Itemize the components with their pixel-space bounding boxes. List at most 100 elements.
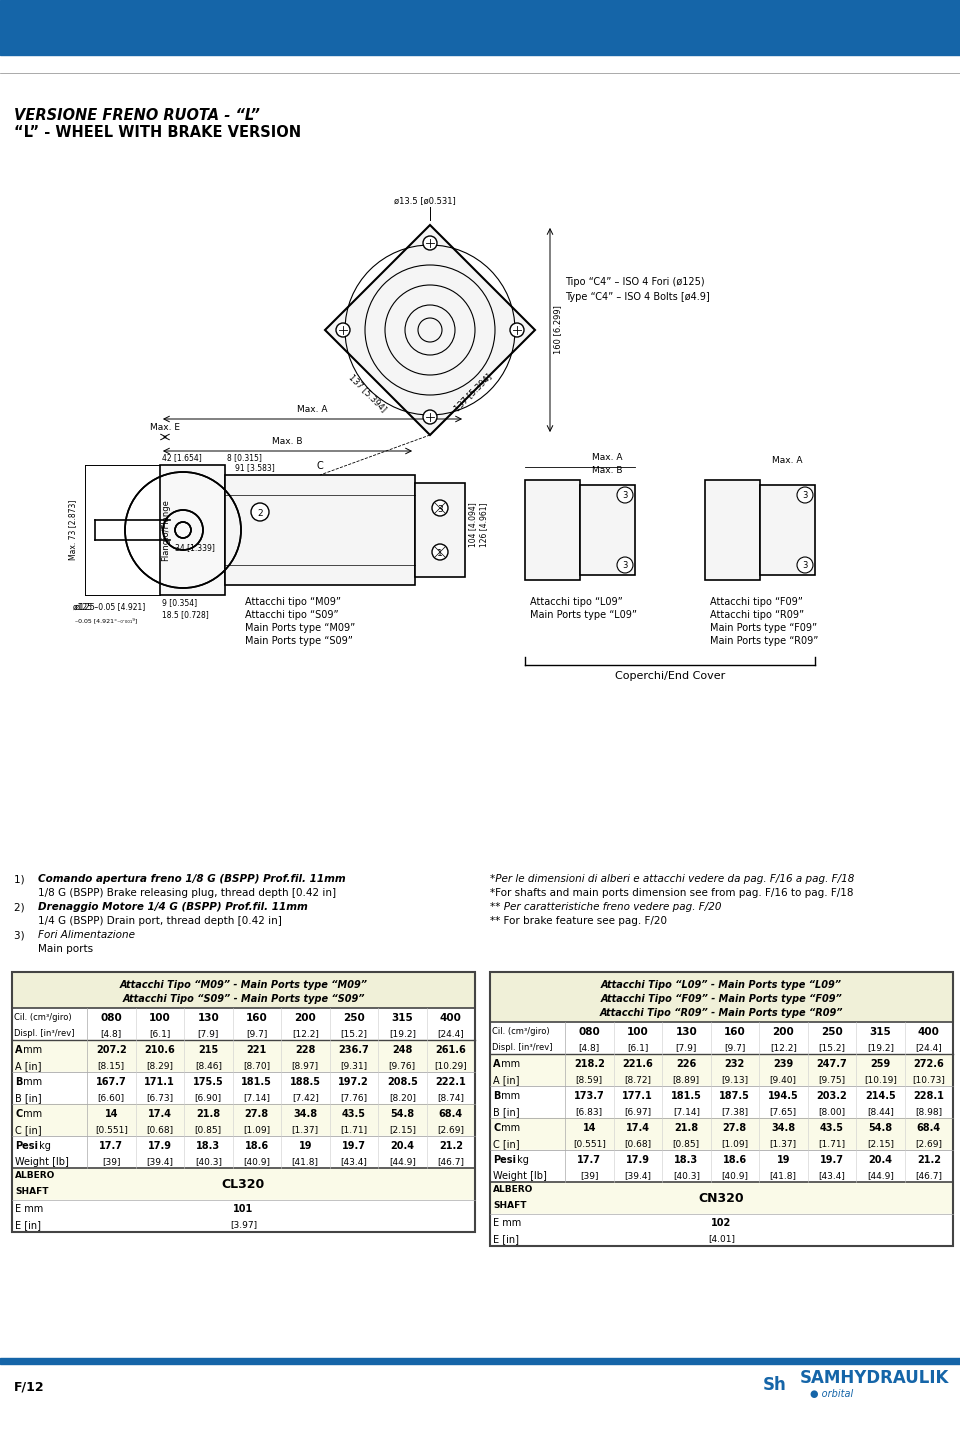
Bar — [12, 1136, 475, 1167]
Text: 21.8: 21.8 — [674, 1123, 698, 1133]
Text: 19: 19 — [777, 1155, 790, 1165]
Text: Displ. [in³/rev]: Displ. [in³/rev] — [492, 1043, 553, 1053]
Text: [7.9]: [7.9] — [198, 1030, 219, 1038]
Bar — [490, 1022, 953, 1054]
Text: 3: 3 — [803, 491, 807, 501]
Text: [8.15]: [8.15] — [98, 1061, 125, 1070]
Text: 200: 200 — [773, 1027, 794, 1037]
Text: 218.2: 218.2 — [574, 1058, 605, 1068]
Text: 1): 1) — [14, 875, 31, 885]
Bar — [12, 972, 475, 1008]
Text: [9.7]: [9.7] — [724, 1043, 745, 1053]
Text: 247.7: 247.7 — [816, 1058, 847, 1068]
Text: [4.8]: [4.8] — [579, 1043, 600, 1053]
Text: 43.5: 43.5 — [342, 1109, 366, 1119]
Text: 18.6: 18.6 — [245, 1142, 269, 1152]
Text: 17.9: 17.9 — [626, 1155, 650, 1165]
Text: 167.7: 167.7 — [96, 1077, 127, 1087]
Text: Max. B: Max. B — [592, 467, 623, 475]
Text: Max. 73 [2.873]: Max. 73 [2.873] — [68, 500, 78, 560]
Bar — [705, 480, 760, 580]
Text: Main Ports type “S09”: Main Ports type “S09” — [245, 636, 353, 646]
Bar — [12, 1008, 475, 1040]
Text: 17.7: 17.7 — [577, 1155, 601, 1165]
Text: 19.7: 19.7 — [342, 1142, 366, 1152]
Text: [7.14]: [7.14] — [673, 1107, 700, 1116]
Text: [7.65]: [7.65] — [770, 1107, 797, 1116]
Text: [24.4]: [24.4] — [916, 1043, 942, 1053]
Text: Pesi: Pesi — [493, 1155, 516, 1165]
Text: [1.71]: [1.71] — [340, 1124, 368, 1134]
Text: ø125: ø125 — [75, 603, 96, 612]
Bar — [490, 972, 953, 1246]
Text: 101: 101 — [233, 1203, 253, 1213]
Text: 3): 3) — [14, 931, 31, 941]
Text: 188.5: 188.5 — [290, 1077, 321, 1087]
Text: 080: 080 — [101, 1012, 122, 1022]
Text: *Per le dimensioni di alberi e attacchi vedere da pag. F/16 a pag. F/18: *Per le dimensioni di alberi e attacchi … — [490, 875, 854, 885]
Text: Attacchi Tipo “S09” - Main Ports type “S09”: Attacchi Tipo “S09” - Main Ports type “S… — [122, 994, 365, 1004]
Text: Tipo “C4” – ISO 4 Fori (ø125): Tipo “C4” – ISO 4 Fori (ø125) — [565, 277, 705, 287]
Text: 130: 130 — [198, 1012, 219, 1022]
Text: [1.09]: [1.09] — [243, 1124, 271, 1134]
Text: [2.69]: [2.69] — [437, 1124, 465, 1134]
Text: *For shafts and main ports dimension see from pag. F/16 to pag. F/18: *For shafts and main ports dimension see… — [490, 887, 853, 898]
Text: [19.2]: [19.2] — [389, 1030, 416, 1038]
Circle shape — [797, 487, 813, 503]
Text: Attacchi tipo “R09”: Attacchi tipo “R09” — [710, 610, 804, 620]
Text: 100: 100 — [627, 1027, 649, 1037]
Text: [41.8]: [41.8] — [770, 1170, 797, 1180]
Text: 19: 19 — [299, 1142, 312, 1152]
Text: Pesi: Pesi — [15, 1142, 38, 1152]
Text: 2: 2 — [257, 508, 263, 517]
Text: [15.2]: [15.2] — [818, 1043, 845, 1053]
Text: [1.09]: [1.09] — [721, 1139, 748, 1147]
Text: [0.68]: [0.68] — [146, 1124, 174, 1134]
Circle shape — [423, 411, 437, 424]
Text: [0.68]: [0.68] — [624, 1139, 651, 1147]
Text: [12.2]: [12.2] — [770, 1043, 797, 1053]
Circle shape — [251, 503, 269, 521]
Text: 91 [3.583]: 91 [3.583] — [235, 462, 275, 472]
Text: Max. A: Max. A — [298, 405, 327, 414]
Text: 18.5 [0.728]: 18.5 [0.728] — [162, 610, 208, 619]
Text: Max. A: Max. A — [772, 457, 803, 465]
Text: [7.38]: [7.38] — [721, 1107, 748, 1116]
Text: [9.7]: [9.7] — [246, 1030, 268, 1038]
Text: Attacchi tipo “M09”: Attacchi tipo “M09” — [245, 597, 341, 607]
Text: [8.20]: [8.20] — [389, 1093, 416, 1101]
Text: CN320: CN320 — [699, 1192, 744, 1205]
Text: ø125 –0.05 [4.921]: ø125 –0.05 [4.921] — [73, 602, 145, 610]
Text: [0.85]: [0.85] — [195, 1124, 222, 1134]
Circle shape — [432, 500, 448, 516]
Text: [8.29]: [8.29] — [146, 1061, 173, 1070]
Bar — [12, 1167, 475, 1200]
Text: 3: 3 — [622, 491, 628, 501]
Text: [0.551]: [0.551] — [573, 1139, 606, 1147]
Text: Max. B: Max. B — [273, 437, 302, 447]
Text: ● orbital: ● orbital — [810, 1389, 853, 1399]
Text: [43.4]: [43.4] — [340, 1157, 367, 1166]
Text: ** Per caratteristiche freno vedere pag. F/20: ** Per caratteristiche freno vedere pag.… — [490, 902, 722, 912]
Text: A [in]: A [in] — [15, 1061, 41, 1071]
Text: 20.4: 20.4 — [868, 1155, 892, 1165]
Text: 43.5: 43.5 — [820, 1123, 844, 1133]
Text: CL320: CL320 — [222, 1179, 265, 1192]
Text: 250: 250 — [821, 1027, 843, 1037]
Text: ** For brake feature see pag. F/20: ** For brake feature see pag. F/20 — [490, 916, 667, 926]
Text: 21.8: 21.8 — [196, 1109, 220, 1119]
Text: 221.6: 221.6 — [622, 1058, 653, 1068]
Text: 34.8: 34.8 — [771, 1123, 795, 1133]
Text: [9.75]: [9.75] — [818, 1076, 846, 1084]
Text: SHAFT: SHAFT — [15, 1188, 49, 1196]
Text: 232: 232 — [725, 1058, 745, 1068]
Text: [8.74]: [8.74] — [437, 1093, 465, 1101]
Text: 1: 1 — [437, 549, 443, 557]
Bar — [760, 485, 815, 574]
Text: 130: 130 — [676, 1027, 697, 1037]
Text: [46.7]: [46.7] — [437, 1157, 465, 1166]
Text: [6.1]: [6.1] — [149, 1030, 171, 1038]
Text: 54.8: 54.8 — [390, 1109, 415, 1119]
Text: E [in]: E [in] — [493, 1234, 519, 1244]
Text: 221: 221 — [247, 1045, 267, 1055]
